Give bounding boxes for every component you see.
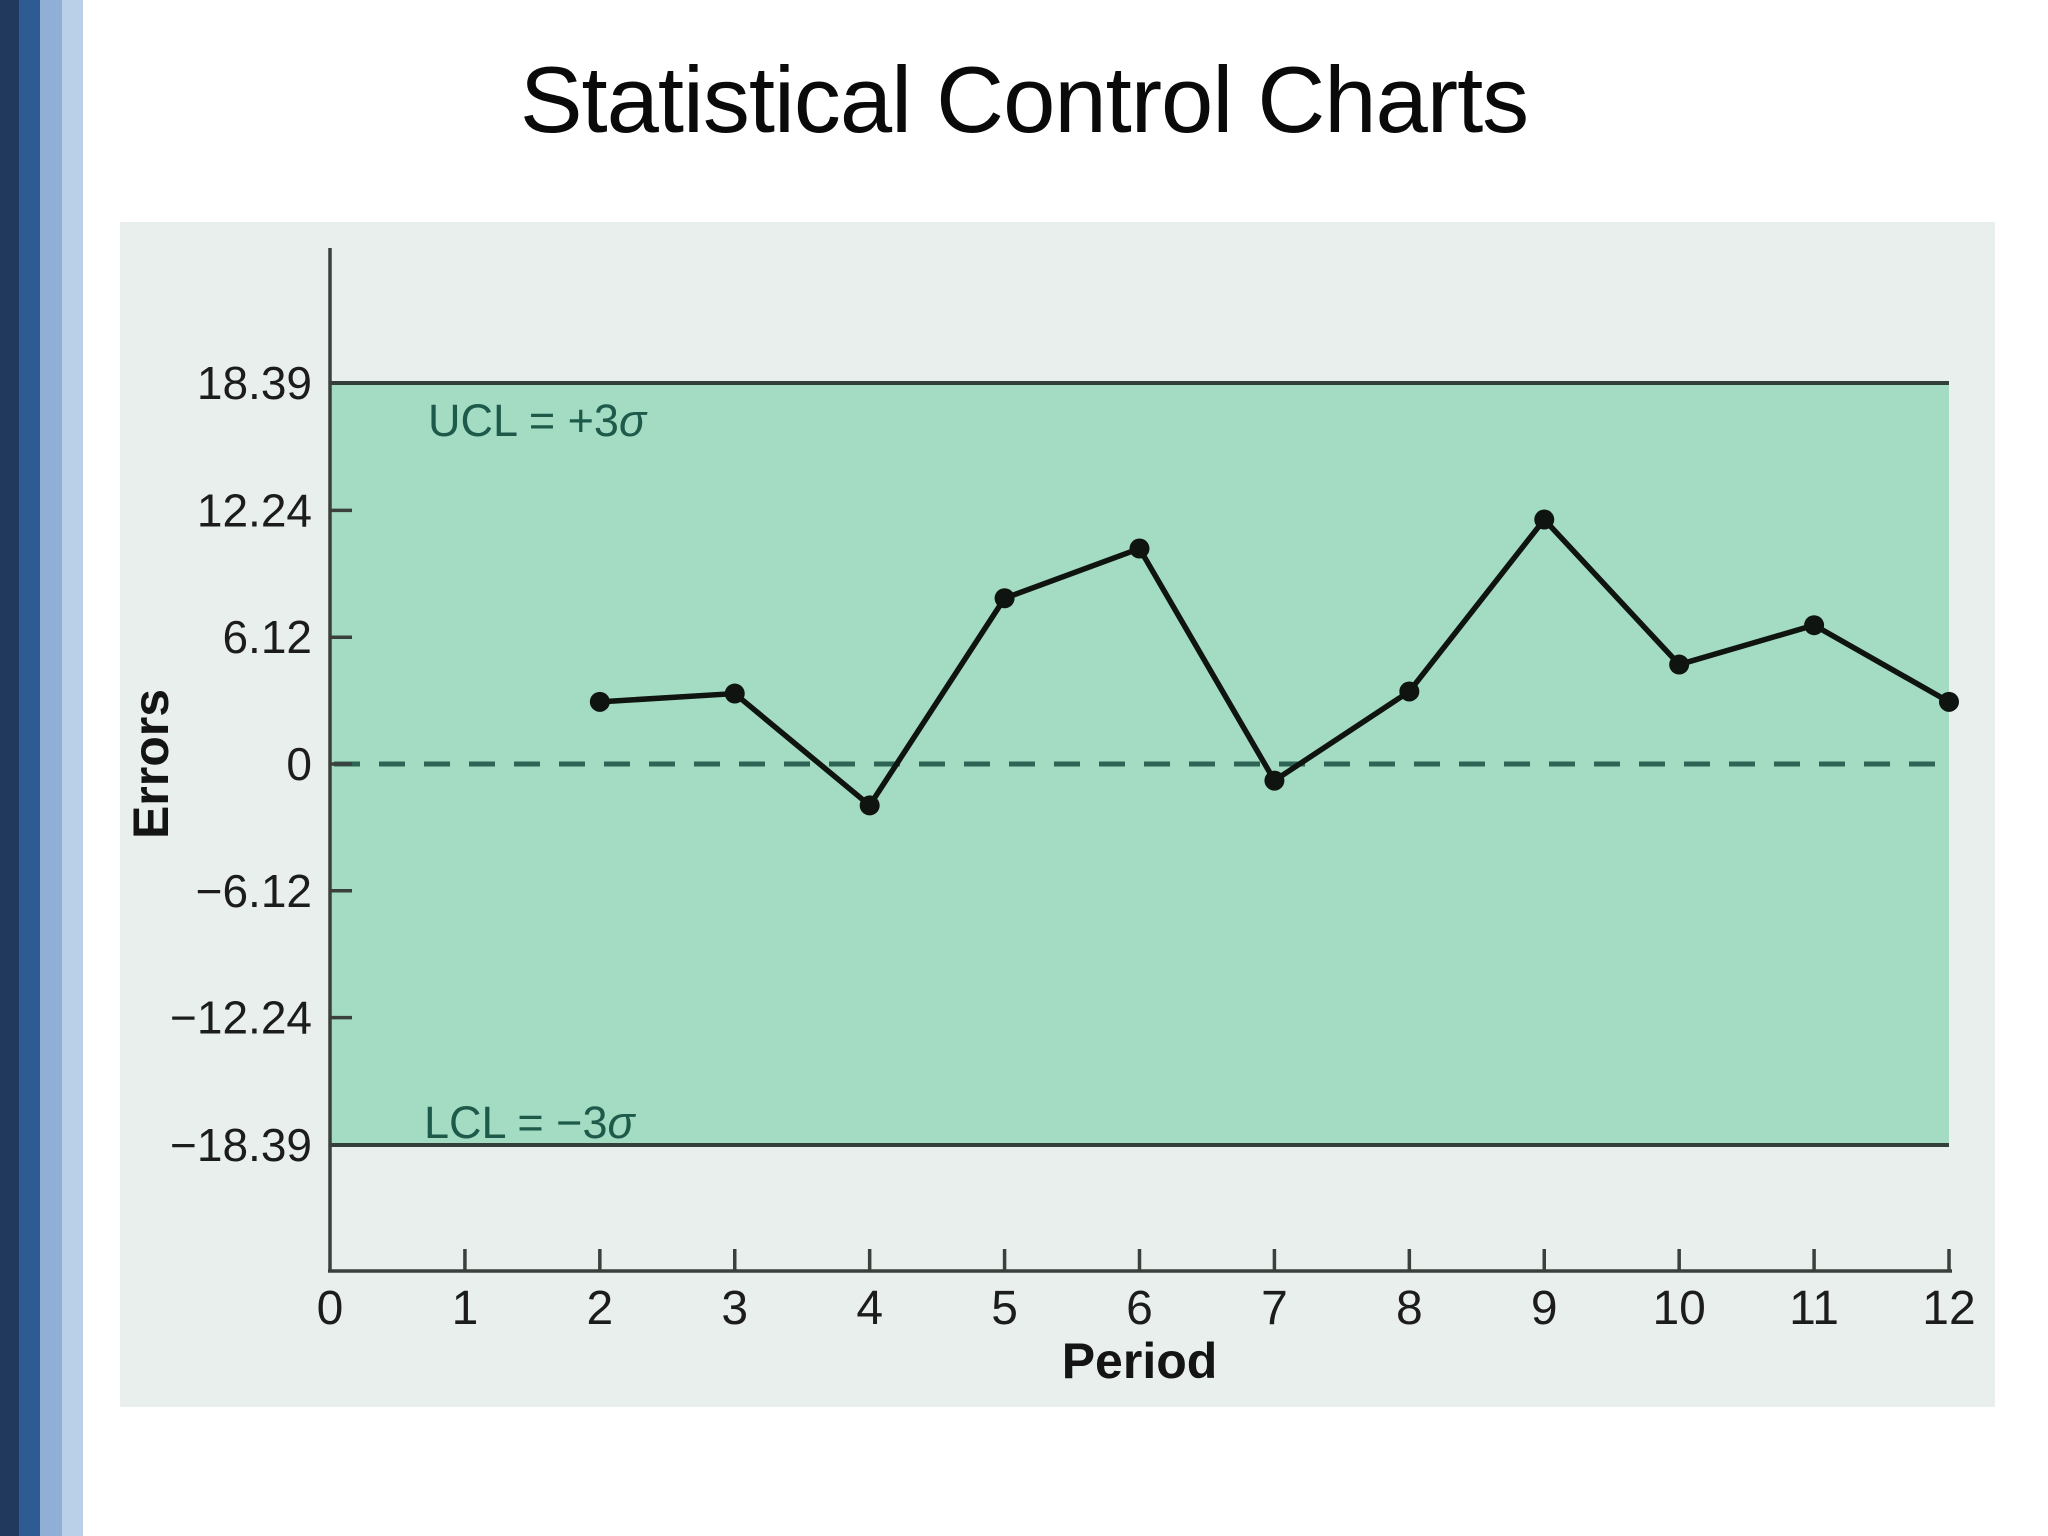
data-point [724,683,745,704]
lcl-label: LCL = −3σ [424,1097,636,1148]
data-point [1399,681,1420,702]
data-point [1939,691,1959,712]
data-point [994,588,1015,609]
y-tick-label: 0 [286,738,312,790]
x-tick-label: 10 [1652,1282,1705,1335]
x-tick-label: 6 [1126,1282,1153,1335]
y-axis-title: Errors [123,689,179,839]
sidebar-stripe-2 [19,0,40,1536]
x-tick-label: 8 [1396,1282,1423,1335]
data-point [1264,770,1285,791]
y-tick-label: −18.39 [170,1119,312,1171]
x-tick-label: 5 [991,1282,1018,1335]
x-tick-label: 0 [317,1282,344,1335]
x-tick-label: 9 [1531,1282,1558,1335]
x-tick-label: 11 [1789,1282,1839,1335]
data-point [859,795,880,816]
y-tick-label: −6.12 [196,865,312,917]
data-point [1669,654,1690,675]
x-tick-label: 2 [586,1282,613,1335]
data-point [1804,615,1825,636]
x-tick-label: 3 [721,1282,748,1335]
y-tick-label: 6.12 [222,611,312,663]
data-point [1534,509,1555,530]
slide-title: Statistical Control Charts [519,47,1529,152]
x-tick-label: 7 [1261,1282,1288,1335]
ucl-label: UCL = +3σ [428,395,648,446]
x-axis-title: Period [1062,1333,1218,1389]
sidebar-stripe-3 [40,0,62,1536]
sidebar-stripe-1 [0,0,19,1536]
x-tick-label: 12 [1922,1282,1975,1335]
x-tick-label: 1 [452,1282,479,1335]
x-tick-label: 4 [856,1282,883,1335]
y-tick-label: 18.39 [197,357,312,409]
data-point [1129,538,1150,559]
data-point [589,691,610,712]
y-tick-label: 12.24 [197,484,312,536]
sidebar-stripe-4 [62,0,83,1536]
control-band [330,383,1949,1145]
y-tick-label: −12.24 [170,992,312,1044]
